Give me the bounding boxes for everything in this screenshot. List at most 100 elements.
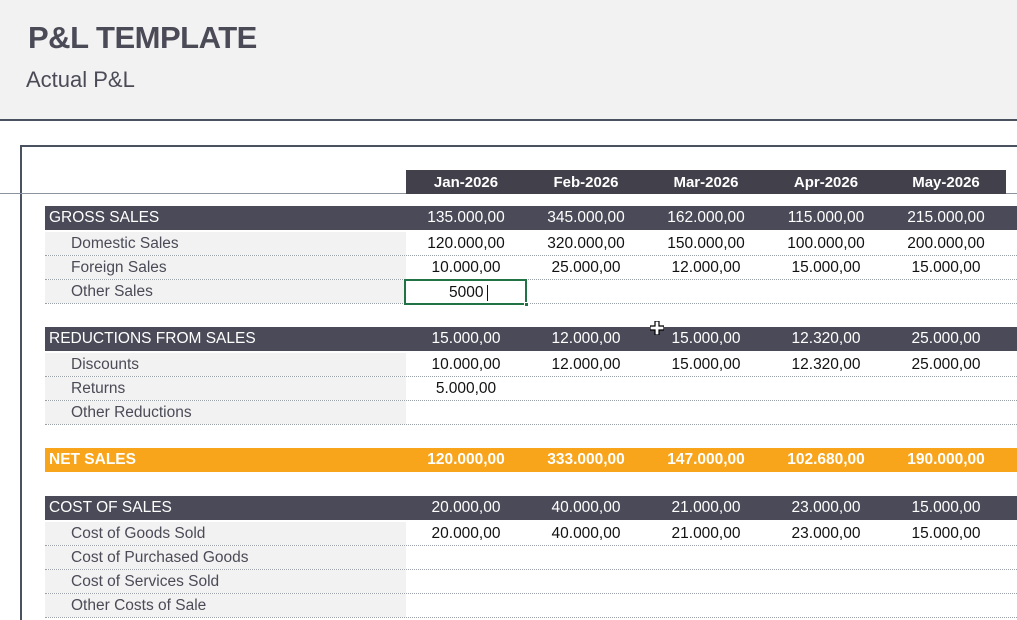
row-label[interactable]: Cost of Purchased Goods <box>71 549 249 566</box>
value-cell[interactable] <box>766 401 886 425</box>
value-cell[interactable] <box>766 377 886 401</box>
line-item-row: Cost of Purchased Goods <box>45 546 1017 570</box>
row-label[interactable]: Discounts <box>71 356 140 373</box>
value-cell[interactable]: 20.000,00 <box>431 525 501 542</box>
value-cell[interactable]: 21.000,00 <box>671 499 741 516</box>
value-cell[interactable] <box>886 546 1006 570</box>
value-cell[interactable] <box>406 546 526 570</box>
value-cell[interactable] <box>526 280 646 304</box>
value-cell[interactable] <box>766 546 886 570</box>
value-cell[interactable]: 150.000,00 <box>667 235 745 252</box>
value-cell[interactable] <box>526 594 646 618</box>
value-cell[interactable] <box>526 570 646 594</box>
value-cell[interactable] <box>886 377 1006 401</box>
value-cell[interactable]: 135.000,00 <box>427 209 505 226</box>
value-cell[interactable]: 147.000,00 <box>667 451 745 468</box>
row-label[interactable]: Foreign Sales <box>71 259 167 276</box>
value-cell[interactable] <box>526 377 646 401</box>
value-cell[interactable]: 23.000,00 <box>791 499 861 516</box>
row-label[interactable]: COST OF SALES <box>49 499 172 516</box>
value-cell[interactable]: 40.000,00 <box>551 525 621 542</box>
value-cell[interactable]: 12.320,00 <box>791 356 861 373</box>
value-cell[interactable] <box>526 401 646 425</box>
value-cell[interactable] <box>646 377 766 401</box>
table-frame-top <box>20 145 1017 147</box>
label-cell-bg <box>45 232 406 255</box>
month-header-2[interactable]: Mar-2026 <box>646 170 766 194</box>
value-cell[interactable]: 320.000,00 <box>547 235 625 252</box>
value-cell[interactable] <box>886 401 1006 425</box>
value-cell[interactable] <box>766 280 886 304</box>
value-cell[interactable]: 345.000,00 <box>547 209 625 226</box>
value-cell[interactable] <box>406 401 526 425</box>
value-cell[interactable]: 120.000,00 <box>427 451 505 468</box>
value-cell[interactable]: 12.000,00 <box>551 356 621 373</box>
line-item-row: Domestic Sales 120.000,00 320.000,00 150.00… <box>45 232 1017 256</box>
row-label[interactable]: REDUCTIONS FROM SALES <box>49 330 256 347</box>
value-cell[interactable]: 12.320,00 <box>791 330 861 347</box>
value-cell[interactable] <box>646 401 766 425</box>
line-item-row: Other Sales <box>45 280 1017 304</box>
section-row: COST OF SALES 20.000,00 40.000,00 21.000,00… <box>45 496 1017 520</box>
value-cell[interactable]: 190.000,00 <box>907 451 985 468</box>
value-cell[interactable]: 200.000,00 <box>907 235 985 252</box>
label-cell-bg <box>45 522 406 545</box>
month-header-3[interactable]: Apr-2026 <box>766 170 886 194</box>
value-cell[interactable] <box>886 594 1006 618</box>
value-cell[interactable]: 215.000,00 <box>907 209 985 226</box>
value-cell[interactable] <box>886 570 1006 594</box>
value-cell[interactable]: 10.000,00 <box>431 356 501 373</box>
value-cell[interactable] <box>526 546 646 570</box>
value-cell[interactable]: 120.000,00 <box>427 235 505 252</box>
row-label[interactable]: NET SALES <box>49 451 136 468</box>
value-cell[interactable]: 40.000,00 <box>551 499 621 516</box>
value-cell[interactable]: 25.000,00 <box>551 259 621 276</box>
fill-handle[interactable] <box>524 302 529 307</box>
value-cell[interactable]: 15.000,00 <box>671 356 741 373</box>
value-cell[interactable] <box>766 594 886 618</box>
value-cell[interactable] <box>886 280 1006 304</box>
row-label[interactable]: Cost of Goods Sold <box>71 525 206 542</box>
value-cell[interactable]: 12.000,00 <box>551 330 621 347</box>
row-label[interactable]: GROSS SALES <box>49 209 160 226</box>
value-cell[interactable]: 25.000,00 <box>911 330 981 347</box>
value-cell[interactable]: 333.000,00 <box>547 451 625 468</box>
row-label[interactable]: Domestic Sales <box>71 235 179 252</box>
value-cell[interactable] <box>646 570 766 594</box>
value-cell[interactable]: 10.000,00 <box>431 259 501 276</box>
value-cell[interactable]: 20.000,00 <box>431 499 501 516</box>
value-cell[interactable] <box>646 594 766 618</box>
month-header-4[interactable]: May-2026 <box>886 170 1006 194</box>
month-header-1[interactable]: Feb-2026 <box>526 170 646 194</box>
value-cell[interactable]: 21.000,00 <box>671 525 741 542</box>
row-label[interactable]: Other Sales <box>71 283 153 300</box>
value-cell[interactable]: 15.000,00 <box>911 499 981 516</box>
value-cell[interactable]: 15.000,00 <box>911 259 981 276</box>
value-cell[interactable]: 102.680,00 <box>787 451 865 468</box>
row-label[interactable]: Cost of Services Sold <box>71 573 220 590</box>
label-cell-bg <box>45 353 406 376</box>
row-label[interactable]: Returns <box>71 380 126 397</box>
page-title: P&L TEMPLATE <box>28 20 257 55</box>
month-header-0[interactable]: Jan-2026 <box>406 170 526 194</box>
value-cell[interactable]: 115.000,00 <box>787 209 865 226</box>
value-cell[interactable]: 23.000,00 <box>791 525 861 542</box>
value-cell[interactable] <box>406 570 526 594</box>
value-cell[interactable]: 100.000,00 <box>787 235 865 252</box>
value-cell[interactable]: 15.000,00 <box>791 259 861 276</box>
value-cell[interactable]: 5.000,00 <box>435 380 497 397</box>
value-cell[interactable]: 15.000,00 <box>911 525 981 542</box>
value-cell[interactable] <box>646 280 766 304</box>
row-label[interactable]: Other Reductions <box>71 404 192 421</box>
value-cell[interactable] <box>406 594 526 618</box>
value-cell[interactable]: 15.000,00 <box>431 330 501 347</box>
value-cell[interactable] <box>766 570 886 594</box>
value-cell[interactable]: 25.000,00 <box>911 356 981 373</box>
value-cell[interactable]: 162.000,00 <box>667 209 745 226</box>
value-cell[interactable]: 12.000,00 <box>671 259 741 276</box>
row-label[interactable]: Other Costs of Sale <box>71 597 207 614</box>
value-cell[interactable]: 15.000,00 <box>671 330 741 347</box>
label-cell-bg <box>45 546 406 569</box>
value-cell[interactable] <box>646 546 766 570</box>
active-cell-editor[interactable]: 5000 <box>404 279 529 307</box>
